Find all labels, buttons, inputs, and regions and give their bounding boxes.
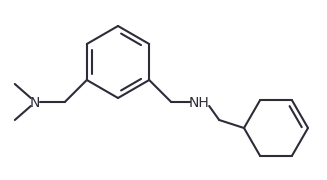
Text: NH: NH [189, 96, 210, 110]
Text: N: N [30, 96, 40, 110]
